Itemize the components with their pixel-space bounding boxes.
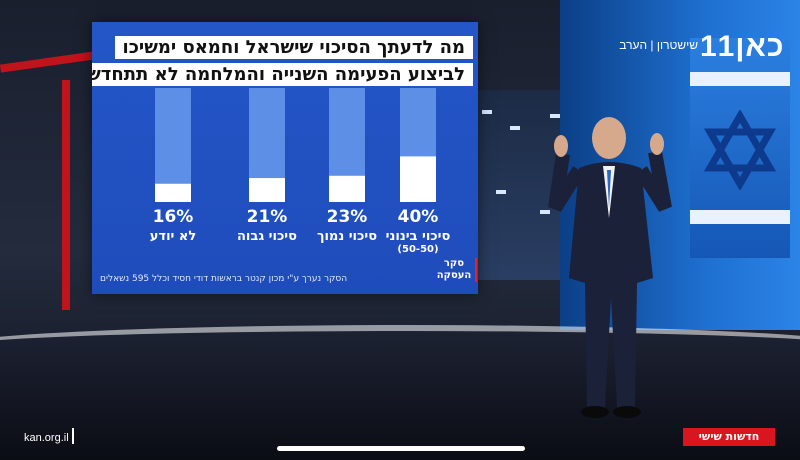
channel-name: שישטרון | הערב xyxy=(619,38,698,52)
question-line-2: לביצוע הפעימה השנייה והמלחמה לא תתחדש? xyxy=(92,63,473,86)
bar xyxy=(155,183,191,202)
studio-light xyxy=(510,126,520,130)
bar xyxy=(249,178,285,202)
bar-value-label: 40% xyxy=(398,207,439,227)
survey-tag: סקר העסקה xyxy=(436,258,477,282)
studio-light xyxy=(550,114,560,118)
floor-light-ring xyxy=(0,325,800,371)
red-light-beam xyxy=(0,51,96,73)
bar-category-label: (50-50) xyxy=(397,244,438,255)
website-url[interactable]: kan.org.il xyxy=(24,432,69,444)
bar-category-label: לא יודע xyxy=(150,229,196,244)
israel-flag xyxy=(690,38,790,258)
survey-footnote: הסקר נערך ע"י מכון קנטר בראשות דודי חסיד… xyxy=(100,274,348,284)
poll-bar-chart: 40% סיכוי בינוני(50-50) 23% סיכוי נמוך 21% סי… xyxy=(150,88,451,255)
flag-stripe xyxy=(690,210,790,224)
bar-value-label: 16% xyxy=(153,207,194,227)
bar-value-label: 21% xyxy=(247,207,288,227)
home-indicator[interactable] xyxy=(277,446,525,451)
program-badge: חדשות שישי xyxy=(683,428,775,446)
question-line-1: מה לדעתך הסיכוי שישראל וחמאס ימשיכו xyxy=(114,36,473,59)
bar-track xyxy=(155,88,191,202)
presenter-figure xyxy=(548,117,672,418)
bar xyxy=(329,175,365,202)
bar-category-label: סיכוי נמוך xyxy=(317,229,377,244)
bar-category-label: סיכוי גבוה xyxy=(237,229,297,244)
bar-category-label: סיכוי בינוני xyxy=(386,229,451,244)
studio-light xyxy=(496,190,506,194)
bar xyxy=(400,156,436,202)
bar-value-label: 23% xyxy=(327,207,368,227)
poll-question: מה לדעתך הסיכוי שישראל וחמאס ימשיכו לביצ… xyxy=(92,36,473,90)
studio-light xyxy=(482,110,492,114)
divider xyxy=(72,428,74,444)
channel-logo: כאן11 xyxy=(700,30,785,63)
studio-light xyxy=(540,210,550,214)
star-of-david-icon xyxy=(703,110,777,190)
red-light-beam xyxy=(62,80,70,310)
poll-graphic: מה לדעתך הסיכוי שישראל וחמאס ימשיכו לביצ… xyxy=(92,22,478,294)
flag-stripe xyxy=(690,72,790,86)
